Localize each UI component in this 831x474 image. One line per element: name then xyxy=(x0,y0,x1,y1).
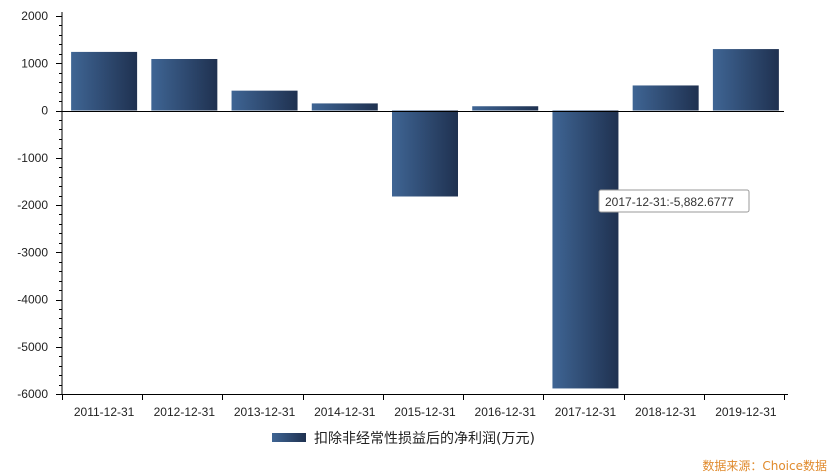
y-tick-label: -2000 xyxy=(17,198,48,212)
y-tick-label: 0 xyxy=(41,104,48,118)
y-tick-label: -4000 xyxy=(17,293,48,307)
bar-2011-12-31[interactable] xyxy=(71,51,138,111)
y-tick-label: -5000 xyxy=(17,340,48,354)
x-tick-label: 2019-12-31 xyxy=(715,405,777,419)
y-tick-label: 1000 xyxy=(21,56,48,70)
x-tick-label: 2016-12-31 xyxy=(475,405,537,419)
bar-2014-12-31[interactable] xyxy=(311,103,378,111)
tooltip: 2017-12-31:-5,882.6777 xyxy=(598,189,750,213)
y-tick-label: -1000 xyxy=(17,151,48,165)
x-tick-label: 2011-12-31 xyxy=(74,405,135,419)
x-tick-label: 2014-12-31 xyxy=(314,405,376,419)
y-tick-label: -6000 xyxy=(17,387,48,401)
y-tick-label: 2000 xyxy=(21,9,48,23)
bar-2019-12-31[interactable] xyxy=(712,49,779,111)
bar-2012-12-31[interactable] xyxy=(151,58,218,111)
bar-2015-12-31[interactable] xyxy=(392,110,458,197)
bars xyxy=(62,49,784,389)
x-tick-label: 2017-12-31 xyxy=(555,405,617,419)
y-tick-label: -3000 xyxy=(17,245,48,259)
bar-2018-12-31[interactable] xyxy=(632,85,699,111)
bar-2016-12-31[interactable] xyxy=(472,106,539,111)
x-tick-label: 2018-12-31 xyxy=(635,405,697,419)
tooltip-box xyxy=(598,189,750,213)
x-axis: 2011-12-31 2012-12-31 2013-12-31 2014-12-31… xyxy=(62,394,788,419)
source-note: 数据来源：Choice数据 xyxy=(702,458,827,473)
y-axis: 2000 1000 0 -1000 -2000 -3000 -4000 -5000 -6000 xyxy=(17,9,63,401)
tooltip-text: 2017-12-31:-5,882.6777 xyxy=(605,195,734,209)
legend-label: 扣除非经常性损益后的净利润(万元) xyxy=(314,431,535,447)
x-tick-label: 2013-12-31 xyxy=(234,405,296,419)
legend: 扣除非经常性损益后的净利润(万元) xyxy=(272,431,535,447)
x-tick-label: 2015-12-31 xyxy=(394,405,456,419)
bar-2013-12-31[interactable] xyxy=(231,90,298,111)
legend-swatch xyxy=(272,433,306,442)
x-tick-label: 2012-12-31 xyxy=(154,405,216,419)
bar-2017-12-31[interactable] xyxy=(552,110,619,389)
